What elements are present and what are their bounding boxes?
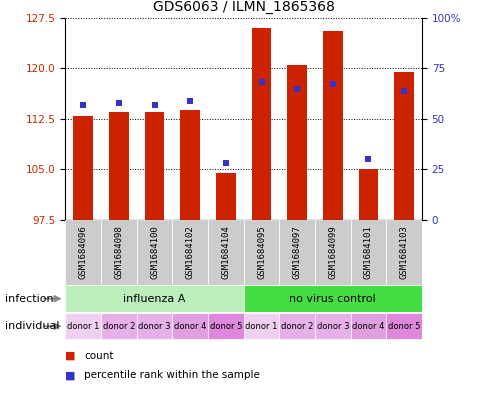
Bar bbox=[358, 169, 378, 220]
Text: GSM1684098: GSM1684098 bbox=[114, 226, 123, 279]
Text: ■: ■ bbox=[65, 351, 76, 361]
Text: donor 4: donor 4 bbox=[174, 322, 206, 331]
Text: ■: ■ bbox=[65, 370, 76, 380]
Bar bbox=[385, 220, 421, 285]
Bar bbox=[208, 313, 243, 340]
Bar bbox=[350, 220, 385, 285]
Text: percentile rank within the sample: percentile rank within the sample bbox=[84, 370, 259, 380]
Text: count: count bbox=[84, 351, 113, 361]
Bar bbox=[393, 72, 413, 220]
Bar bbox=[101, 220, 136, 285]
Bar bbox=[243, 313, 279, 340]
Text: GSM1684104: GSM1684104 bbox=[221, 226, 230, 279]
Bar bbox=[65, 285, 243, 312]
Text: donor 2: donor 2 bbox=[103, 322, 135, 331]
Bar bbox=[243, 285, 421, 312]
Bar bbox=[65, 313, 101, 340]
Bar bbox=[65, 220, 101, 285]
Bar bbox=[172, 220, 208, 285]
Text: donor 3: donor 3 bbox=[138, 322, 170, 331]
Bar bbox=[208, 220, 243, 285]
Bar bbox=[314, 313, 350, 340]
Bar bbox=[314, 220, 350, 285]
Text: no virus control: no virus control bbox=[289, 294, 376, 304]
Text: donor 5: donor 5 bbox=[209, 322, 242, 331]
Bar bbox=[145, 112, 164, 220]
Bar bbox=[350, 313, 385, 340]
Bar bbox=[251, 28, 271, 220]
Bar bbox=[385, 313, 421, 340]
Bar bbox=[279, 313, 314, 340]
Bar bbox=[279, 220, 314, 285]
Text: influenza A: influenza A bbox=[123, 294, 185, 304]
Text: donor 2: donor 2 bbox=[280, 322, 313, 331]
Text: GSM1684100: GSM1684100 bbox=[150, 226, 159, 279]
Text: donor 5: donor 5 bbox=[387, 322, 420, 331]
Text: GSM1684101: GSM1684101 bbox=[363, 226, 372, 279]
Text: individual: individual bbox=[5, 321, 59, 331]
Bar bbox=[322, 31, 342, 220]
Bar bbox=[136, 220, 172, 285]
Text: donor 1: donor 1 bbox=[67, 322, 99, 331]
Bar bbox=[172, 313, 208, 340]
Text: GSM1684097: GSM1684097 bbox=[292, 226, 301, 279]
Text: GSM1684102: GSM1684102 bbox=[185, 226, 195, 279]
Bar bbox=[287, 65, 306, 220]
Text: GSM1684099: GSM1684099 bbox=[328, 226, 337, 279]
Bar bbox=[74, 116, 93, 220]
Bar bbox=[180, 110, 199, 220]
Text: infection: infection bbox=[5, 294, 53, 304]
Text: donor 3: donor 3 bbox=[316, 322, 348, 331]
Bar bbox=[136, 313, 172, 340]
Text: GSM1684096: GSM1684096 bbox=[78, 226, 88, 279]
Bar bbox=[216, 173, 235, 220]
Bar bbox=[101, 313, 136, 340]
Text: GSM1684103: GSM1684103 bbox=[399, 226, 408, 279]
Text: donor 1: donor 1 bbox=[245, 322, 277, 331]
Bar bbox=[243, 220, 279, 285]
Text: GSM1684095: GSM1684095 bbox=[257, 226, 266, 279]
Bar bbox=[109, 112, 128, 220]
Text: donor 4: donor 4 bbox=[351, 322, 384, 331]
Title: GDS6063 / ILMN_1865368: GDS6063 / ILMN_1865368 bbox=[152, 0, 334, 14]
